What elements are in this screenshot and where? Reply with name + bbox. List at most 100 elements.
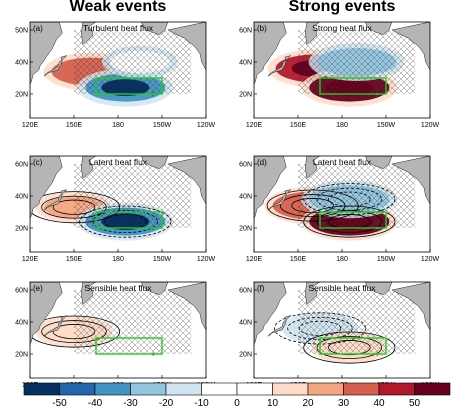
x-tick-label: 150W — [377, 256, 396, 263]
land — [167, 156, 206, 205]
contour-line — [52, 199, 96, 215]
y-tick-label: 40N — [15, 320, 28, 327]
panel: (d) Latent heat flux 120E 150E 180 150W 120W 20… — [239, 155, 440, 263]
panel-label: (e) — [33, 284, 43, 293]
colorbar-tick-label: -30 — [123, 398, 138, 409]
x-tick-label: 150E — [290, 256, 307, 263]
y-tick-label: 60N — [239, 162, 252, 169]
x-tick-label: 150W — [153, 256, 172, 263]
colorbar: -50 -40 -30 -20 -10 0 10 20 30 40 50 — [23, 382, 451, 409]
contour-line — [30, 191, 120, 224]
panel: (a) Turbulent heat flux 120E 150E 180 150W 120… — [15, 21, 216, 129]
colorbar-segment — [130, 382, 167, 396]
contour-line — [298, 320, 342, 336]
land — [44, 55, 68, 78]
land — [141, 156, 169, 170]
x-tick-label: 150W — [153, 122, 172, 129]
land — [365, 282, 393, 296]
contour-line — [41, 320, 107, 344]
land — [268, 189, 292, 212]
y-tick-label: 20N — [15, 226, 28, 233]
land — [305, 22, 321, 45]
colorbar-tick-label: -40 — [88, 398, 103, 409]
land — [81, 282, 97, 305]
land — [141, 282, 169, 296]
colorbar-tick-label: -10 — [194, 398, 209, 409]
panel-title: Turbulent heat flux — [83, 23, 154, 33]
contour-line — [79, 205, 172, 238]
y-tick-label: 40N — [239, 320, 252, 327]
land — [167, 282, 206, 331]
panel-title: Sensible heat flux — [84, 283, 152, 293]
y-tick-label: 40N — [239, 194, 252, 201]
y-tick-label: 20N — [239, 92, 252, 99]
y-tick-label: 50N — [15, 28, 28, 35]
colorbar-segment — [23, 382, 60, 396]
x-tick-label: 150E — [290, 122, 307, 129]
hatching — [74, 290, 192, 354]
colorbar-segment — [201, 382, 238, 396]
land — [268, 55, 292, 78]
column-title-weak: Weak events — [69, 0, 167, 15]
colorbar-segment — [343, 382, 380, 396]
contour-line — [279, 194, 346, 218]
x-tick-label: 180 — [112, 122, 124, 129]
land — [30, 156, 63, 252]
panel-content — [30, 282, 206, 378]
x-tick-label: 120W — [197, 122, 216, 129]
land — [141, 22, 169, 36]
colorbar-segment — [165, 382, 202, 396]
x-tick-label: 120E — [22, 122, 39, 129]
colorbar-segment — [272, 382, 309, 396]
x-tick-label: 150W — [377, 122, 396, 129]
hatching — [298, 30, 416, 94]
x-tick-label: 120W — [197, 256, 216, 263]
colorbar-tick-label: -50 — [52, 398, 67, 409]
land — [391, 282, 430, 331]
contour-line — [52, 324, 96, 340]
hatching — [74, 164, 192, 228]
land — [254, 156, 287, 252]
highlight-box — [319, 337, 387, 355]
panel-title: Strong heat flux — [312, 23, 372, 33]
land — [30, 22, 63, 118]
column-title-strong: Strong events — [288, 0, 396, 15]
land — [365, 22, 393, 36]
x-tick-label: 180 — [336, 122, 348, 129]
panel-title: Sensible heat flux — [308, 283, 376, 293]
contour-line — [92, 210, 159, 234]
hatching — [298, 164, 416, 228]
land — [305, 156, 321, 179]
panel-label: (b) — [257, 24, 267, 33]
panel-label: (c) — [33, 158, 43, 167]
land — [44, 315, 68, 338]
y-tick-label: 60N — [15, 162, 28, 169]
highlight-box — [95, 77, 163, 95]
y-tick-label: 60N — [15, 288, 28, 295]
panels: (a) Turbulent heat flux 120E 150E 180 150W 120… — [15, 21, 440, 389]
land — [391, 22, 430, 71]
y-tick-label: 40N — [239, 60, 252, 67]
x-tick-label: 120E — [246, 122, 263, 129]
colorbar-segment — [59, 382, 96, 396]
hatching — [298, 290, 416, 354]
highlight-box — [95, 337, 163, 355]
land — [44, 189, 68, 212]
panel-title: Latent heat flux — [89, 157, 148, 167]
colorbar-tick-label: 10 — [267, 398, 279, 409]
contour-line — [41, 195, 107, 219]
panel-title: Latent heat flux — [313, 157, 372, 167]
colorbar-tick-label: 20 — [302, 398, 314, 409]
y-tick-label: 60N — [239, 28, 252, 35]
y-tick-label: 20N — [15, 352, 28, 359]
panel-content — [254, 282, 430, 378]
land — [30, 282, 63, 378]
x-tick-label: 120W — [421, 256, 440, 263]
colorbar-segment — [378, 382, 415, 396]
panel-label: (d) — [257, 158, 267, 167]
hatching — [74, 30, 192, 94]
y-tick-label: 20N — [239, 226, 252, 233]
panel: (f)Sensible heat flux120E150E180150W120W… — [239, 281, 440, 389]
contour-line — [328, 340, 371, 356]
